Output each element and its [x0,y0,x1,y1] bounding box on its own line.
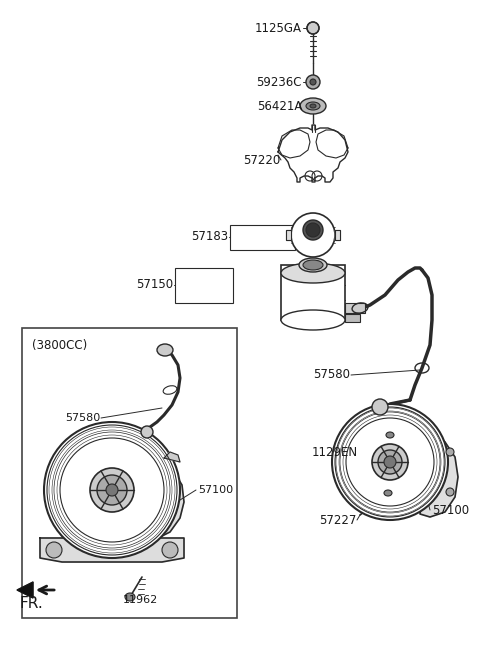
Circle shape [106,484,118,496]
Polygon shape [286,230,291,240]
Bar [175,268,233,303]
Ellipse shape [141,426,153,438]
Text: 57580: 57580 [313,368,350,381]
Ellipse shape [125,593,135,601]
Bar [22,328,237,618]
Text: 1125GA: 1125GA [255,22,302,35]
Bar [345,303,365,313]
Ellipse shape [299,258,327,272]
Circle shape [162,542,178,558]
Ellipse shape [310,104,316,108]
Circle shape [306,75,320,89]
Text: 57150: 57150 [136,279,173,292]
Ellipse shape [306,102,320,110]
Polygon shape [164,452,180,462]
Circle shape [384,456,396,468]
Polygon shape [335,230,340,240]
Text: (3800CC): (3800CC) [32,339,87,353]
Text: 57580: 57580 [65,413,100,423]
Bar [281,265,345,320]
Circle shape [446,448,454,456]
Text: 56421A: 56421A [257,99,302,112]
Ellipse shape [281,263,345,283]
Text: 57183: 57183 [191,230,228,243]
Text: 57220: 57220 [243,154,280,167]
Polygon shape [40,538,184,562]
Polygon shape [420,432,458,517]
Polygon shape [147,462,184,538]
Circle shape [332,404,448,520]
Circle shape [44,422,180,558]
Ellipse shape [384,490,392,496]
Text: 59236C: 59236C [256,75,302,88]
Text: FR.: FR. [19,596,43,611]
Circle shape [378,450,402,474]
Text: 11962: 11962 [122,595,157,605]
Text: 57227: 57227 [319,513,356,526]
Circle shape [310,79,316,85]
Circle shape [307,22,319,34]
Ellipse shape [300,98,326,114]
Ellipse shape [306,223,320,237]
Ellipse shape [372,399,388,415]
Polygon shape [278,125,348,182]
Circle shape [46,542,62,558]
Bar [230,225,295,250]
Ellipse shape [157,344,173,356]
Circle shape [90,468,134,512]
Ellipse shape [303,260,323,270]
Text: 1129EN: 1129EN [312,447,358,460]
Bar [345,314,360,322]
Ellipse shape [281,310,345,330]
Text: 57100: 57100 [198,485,233,495]
Ellipse shape [291,213,335,257]
Polygon shape [278,130,310,158]
Polygon shape [316,130,348,158]
Ellipse shape [303,220,323,240]
Circle shape [97,475,127,505]
Circle shape [372,444,408,480]
Ellipse shape [386,432,394,438]
Polygon shape [17,582,33,598]
Text: 57100: 57100 [432,504,469,517]
Circle shape [446,488,454,496]
